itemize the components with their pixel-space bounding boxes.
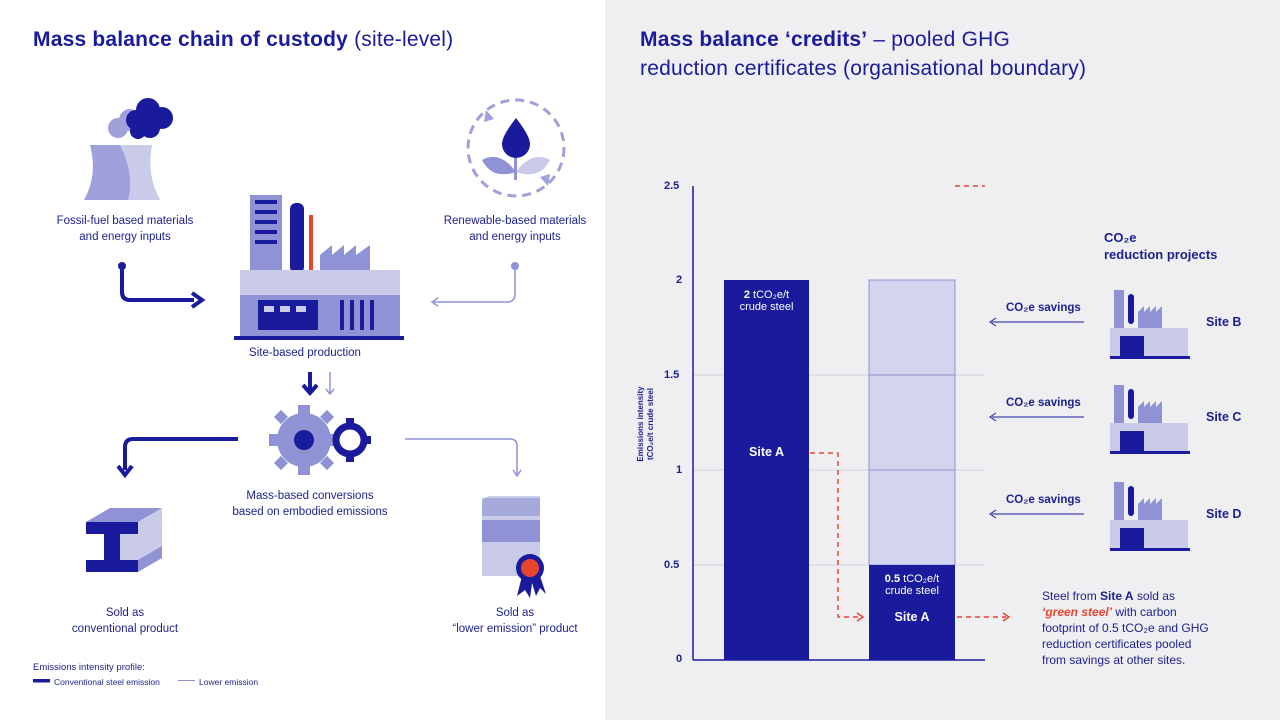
right-title-rest: – pooled GHG: [867, 28, 1011, 51]
note-1b: Site A: [1100, 589, 1134, 603]
factory-icon: [234, 195, 404, 340]
site-c-label: Site C: [1206, 410, 1242, 424]
y-tick-2: 2: [676, 274, 683, 286]
right-title-bold: Mass balance ‘credits’: [640, 28, 868, 51]
conventional-label-line2: conventional product: [71, 623, 179, 635]
water-drop-icon: [502, 118, 530, 158]
conversion-label-line2: based on embodied emissions: [232, 506, 388, 518]
y-tick-0: 0: [676, 653, 683, 665]
fossil-arrow-icon: [118, 262, 206, 309]
fossil-label-line2: and energy inputs: [79, 231, 171, 243]
bar1-value-label: 2 tCO₂e/t crude steel: [724, 289, 809, 313]
left-title-light: (site-level): [348, 28, 454, 51]
savings-label-b: CO₂e savings: [1006, 302, 1081, 314]
projects-label: CO₂e reduction projects: [1104, 229, 1217, 263]
left-title: Mass balance chain of custody (site-leve…: [33, 28, 453, 52]
fossil-label: Fossil-fuel based materials and energy i…: [40, 213, 210, 245]
down-arrows-icon: [301, 372, 335, 397]
leaves-icon: [482, 156, 550, 180]
y-tick-1.5: 1.5: [664, 369, 680, 381]
right-title-line2-text: reduction certificates (organisational b…: [640, 57, 1087, 80]
bar2-value-label: 0.5 tCO₂e/t crude steel: [869, 573, 955, 597]
renewable-label-line2: and energy inputs: [469, 231, 561, 243]
note-5: from savings at other sites.: [1042, 653, 1186, 667]
conversion-label: Mass-based conversions based on embodied…: [220, 488, 400, 520]
conventional-label-line1: Sold as: [105, 607, 145, 619]
bar2-unit2: crude steel: [885, 585, 939, 597]
projects-label-line1: CO₂e: [1104, 230, 1137, 245]
y-tick-1: 1: [676, 464, 683, 476]
green-steel-note: Steel from Site A sold as ‘green steel’ …: [1042, 588, 1209, 668]
steel-beam-icon: [86, 508, 162, 572]
left-title-bold: Mass balance chain of custody: [33, 28, 349, 51]
left-panel: [0, 0, 605, 720]
y-tick-0.5: 0.5: [664, 559, 680, 571]
left-diagram: [33, 98, 566, 683]
conventional-arrow-icon: [116, 437, 238, 479]
bar1-unit2: crude steel: [739, 301, 794, 313]
legend-conventional-line: [33, 679, 50, 683]
note-green-steel: ‘green steel’: [1042, 605, 1113, 619]
lower-arrow-icon: [405, 438, 522, 478]
bar2-value: 0.5: [884, 573, 901, 585]
savings-label-d: CO₂e savings: [1006, 494, 1081, 506]
legend-lower-line: [178, 680, 195, 681]
conversion-label-line1: Mass-based conversions: [246, 490, 374, 502]
note-2b: with carbon: [1112, 605, 1177, 619]
gears-icon: [269, 405, 371, 475]
projects-label-line2: reduction projects: [1104, 247, 1218, 262]
fossil-label-line1: Fossil-fuel based materials: [56, 215, 194, 227]
renewable-label: Renewable-based materials and energy inp…: [430, 213, 600, 245]
bar1-value: 2: [743, 289, 750, 301]
site-b-label: Site B: [1206, 315, 1242, 329]
lower-label-line1: Sold as: [495, 607, 535, 619]
renewable-arrow-icon: [430, 262, 519, 307]
note-3: footprint of 0.5 tCO₂e and GHG: [1042, 621, 1209, 635]
savings-label-c: CO₂e savings: [1006, 397, 1081, 409]
note-4: reduction certificates pooled: [1042, 637, 1192, 651]
lower-label-line2: “lower emission” product: [452, 623, 578, 635]
lower-emission-label: Sold as “lower emission” product: [435, 605, 595, 637]
right-title-line2: reduction certificates (organisational b…: [640, 57, 1086, 81]
y-axis-label-line2: tCO₂e/t crude steel: [646, 387, 655, 461]
note-1c: sold as: [1133, 589, 1175, 603]
renewable-label-line1: Renewable-based materials: [443, 215, 587, 227]
bar2-unit: tCO₂e/t: [900, 573, 940, 585]
right-title-line1: Mass balance ‘credits’ – pooled GHG: [640, 28, 1010, 52]
y-tick-2.5: 2.5: [664, 180, 680, 192]
conventional-label: Sold as conventional product: [45, 605, 205, 637]
bar1-site-label: Site A: [749, 445, 784, 459]
y-axis-label: Emissions intensity tCO₂e/t crude steel: [636, 364, 656, 484]
site-production-label: Site-based production: [249, 347, 361, 359]
site-d-label: Site D: [1206, 507, 1242, 521]
legend-title: Emissions intensity profile:: [33, 662, 145, 673]
note-1a: Steel from: [1042, 589, 1101, 603]
renewable-cycle-icon: [466, 98, 566, 198]
bar1-unit: tCO₂e/t: [750, 289, 790, 301]
y-axis-label-line1: Emissions intensity: [636, 386, 645, 462]
legend-lower-label: Lower emission: [199, 677, 259, 687]
legend-conventional-label: Conventional steel emission: [54, 677, 160, 687]
bar2-site-label: Site A: [894, 610, 930, 624]
certificate-icon: [482, 496, 546, 598]
smoke-cloud-icon: [126, 98, 173, 139]
